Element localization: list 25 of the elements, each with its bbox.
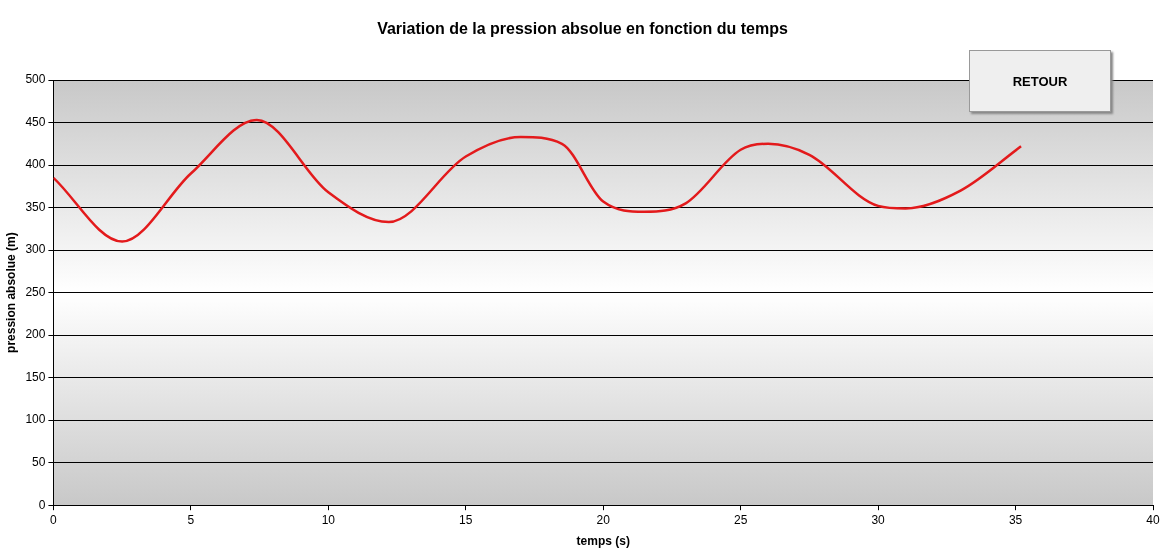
x-tick-label: 20: [596, 512, 611, 527]
y-tick-label: 400: [25, 157, 46, 172]
x-tick-label: 40: [1146, 512, 1160, 527]
y-tick-label: 500: [25, 72, 46, 87]
y-axis-title: pression absolue (m): [3, 232, 18, 353]
y-tick-label: 350: [25, 199, 46, 214]
x-tick-label: 30: [871, 512, 886, 527]
retour-button: RETOUR: [969, 50, 1111, 112]
x-axis-title: temps (s): [576, 534, 630, 549]
x-tick-label: 10: [321, 512, 336, 527]
line-series: [53, 118, 1023, 243]
y-tick-label: 150: [25, 369, 46, 384]
y-tick-label: 250: [25, 284, 46, 299]
x-tick-label: 5: [187, 512, 195, 527]
chart-title: Variation de la pression absolue en fonction du temps: [376, 20, 789, 38]
x-tick-label: 35: [1008, 512, 1023, 527]
x-tick-label: 15: [459, 512, 473, 527]
x-tick-label: 0: [50, 512, 58, 527]
y-tick-label: 200: [25, 327, 46, 342]
x-tick-label: 25: [733, 512, 748, 527]
y-tick-label: 300: [25, 242, 46, 257]
y-tick-label: 450: [25, 114, 46, 129]
y-tick-label: 100: [25, 412, 46, 427]
y-tick-label: 50: [32, 454, 46, 469]
y-tick-label: 0: [38, 497, 46, 512]
